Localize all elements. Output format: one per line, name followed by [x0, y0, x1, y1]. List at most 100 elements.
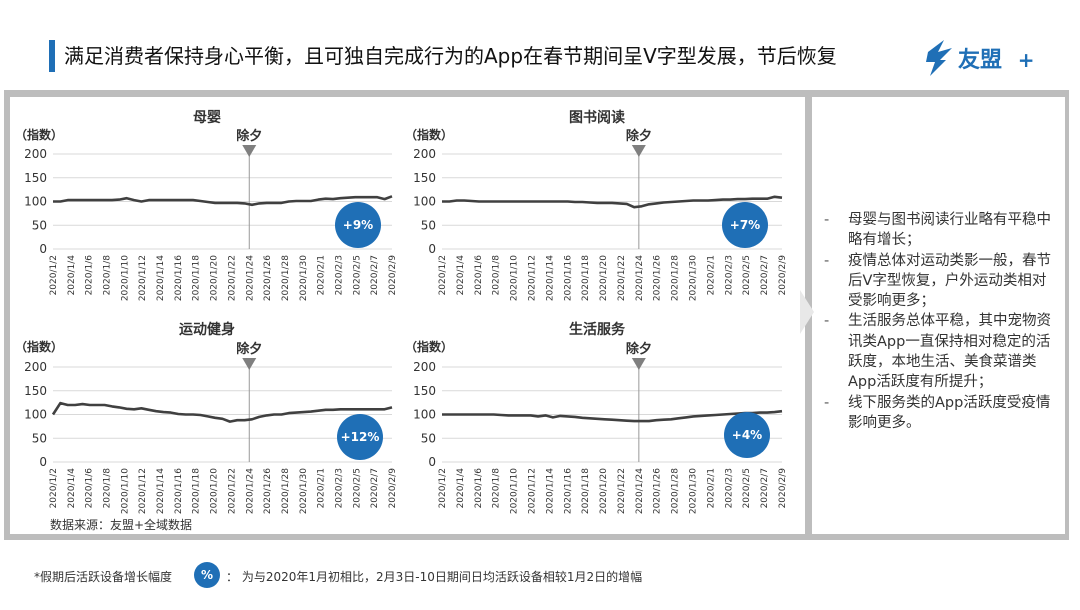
x-tick-label: 2020/1/18	[192, 468, 202, 514]
footer-note-left: *假期后活跃设备增长幅度	[34, 570, 173, 584]
x-tick-label: 2020/2/1	[317, 255, 327, 295]
y-tick-label: 0	[39, 242, 47, 256]
y-axis-label: （指数）	[405, 339, 453, 354]
note-item: - 生活服务总体平稳，其中宠物资讯类App一直保持相对稳定的活跃度，本地生活、美食…	[824, 311, 1060, 392]
series-line	[51, 401, 393, 423]
x-tick-label: 2020/1/12	[527, 255, 537, 301]
note-item: - 线下服务类的App活跃度受疫情影响更多。	[824, 393, 1060, 434]
x-tick-label: 2020/1/20	[599, 468, 609, 514]
note-item: - 母婴与图书阅读行业略有平稳中略有增长；	[824, 210, 1060, 251]
x-tick-label: 2020/1/4	[67, 255, 77, 296]
chart-title: 图书阅读	[569, 109, 625, 126]
growth-badge-label: +4%	[732, 428, 762, 442]
x-tick-label: 2020/1/28	[281, 468, 291, 514]
x-tick-label: 2020/1/12	[138, 468, 148, 514]
x-tick-label: 2020/1/24	[635, 255, 645, 301]
growth-badge	[722, 202, 768, 248]
note-text: 线下服务类的App活跃度受疫情影响更多。	[848, 394, 1051, 431]
y-axis-label: （指数）	[405, 127, 453, 142]
x-tick-label: 2020/2/3	[724, 255, 734, 295]
x-tick-label: 2020/1/6	[85, 468, 95, 509]
x-tick-label: 2020/1/8	[103, 468, 113, 509]
x-tick-label: 2020/1/10	[510, 255, 520, 301]
page-title: 满足消费者保持身心平衡，且可独自完成行为的App在春节期间呈V字型发展，节后恢复	[64, 44, 837, 68]
annotation-marker-icon	[242, 145, 257, 157]
chart-title: 运动健身	[179, 321, 235, 338]
growth-badge	[337, 414, 383, 460]
annotation-label: 除夕	[626, 128, 652, 144]
y-tick-label: 100	[413, 195, 436, 209]
x-tick-label: 2020/1/4	[456, 255, 466, 296]
x-tick-label: 2020/2/5	[742, 468, 752, 508]
growth-badge-label: +9%	[343, 218, 373, 232]
x-tick-label: 2020/1/16	[174, 468, 184, 514]
percent-badge-icon: %	[194, 562, 220, 588]
data-source: 数据来源：友盟+全域数据	[50, 518, 193, 532]
x-tick-label: 2020/1/20	[210, 255, 220, 301]
x-tick-label: 2020/2/9	[388, 468, 398, 509]
x-tick-label: 2020/1/18	[192, 255, 202, 301]
x-tick-label: 2020/1/24	[245, 468, 255, 514]
x-tick-label: 2020/1/28	[671, 468, 681, 514]
growth-badge	[724, 412, 770, 458]
x-tick-label: 2020/1/18	[581, 255, 591, 301]
x-tick-label: 2020/2/5	[352, 255, 362, 295]
x-tick-label: 2020/2/5	[352, 468, 362, 508]
note-text: 生活服务总体平稳，其中宠物资讯类App一直保持相对稳定的活跃度，本地生活、美食菜…	[848, 313, 1051, 391]
y-tick-label: 0	[428, 242, 436, 256]
x-tick-label: 2020/1/8	[103, 255, 113, 296]
x-tick-label: 2020/2/9	[778, 255, 788, 296]
note-dash: -	[824, 212, 830, 228]
x-tick-label: 2020/2/5	[742, 255, 752, 295]
x-tick-label: 2020/1/20	[599, 255, 609, 301]
x-tick-label: 2020/2/1	[706, 468, 716, 508]
x-tick-label: 2020/1/12	[527, 468, 537, 514]
x-tick-label: 2020/1/24	[635, 468, 645, 514]
note-dash: -	[824, 394, 830, 411]
y-tick-label: 100	[24, 195, 47, 209]
y-tick-label: 200	[24, 147, 47, 161]
x-tick-label: 2020/1/18	[581, 468, 591, 514]
x-tick-label: 2020/1/24	[245, 255, 255, 301]
x-tick-label: 2020/1/16	[563, 255, 573, 301]
growth-badge	[335, 202, 381, 248]
y-tick-label: 200	[413, 147, 436, 161]
x-tick-label: 2020/1/6	[85, 255, 95, 296]
x-tick-label: 2020/1/30	[689, 468, 699, 514]
x-tick-label: 2020/2/3	[334, 255, 344, 295]
note-text: 疫情总体对运动类影一般，春节后V字型恢复，户外运动类相对受影响更多；	[848, 252, 1051, 310]
x-tick-label: 2020/1/26	[653, 255, 663, 301]
y-tick-label: 200	[24, 360, 47, 374]
annotation-label: 除夕	[236, 341, 262, 357]
umeng-logo: 友盟 +	[922, 38, 1042, 78]
x-tick-label: 2020/1/30	[689, 255, 699, 301]
annotation-label: 除夕	[236, 128, 262, 144]
x-tick-label: 2020/1/28	[671, 255, 681, 301]
charts-panel	[10, 97, 805, 534]
x-tick-label: 2020/2/9	[388, 255, 398, 296]
x-tick-label: 2020/1/8	[492, 468, 502, 509]
series-line	[442, 195, 783, 209]
charts-svg: 母婴 （指数） 0 50 100 150 200 2020/1/2 2020/1/4 2020/1…	[15, 109, 788, 514]
annotation-label: 除夕	[626, 341, 652, 357]
y-axis-label: （指数）	[15, 127, 63, 142]
x-tick-label: 2020/1/28	[281, 255, 291, 301]
x-tick-label: 2020/1/6	[474, 468, 484, 509]
annotation-marker-icon	[242, 358, 257, 370]
y-tick-label: 50	[32, 431, 47, 445]
y-axis-label: （指数）	[15, 339, 63, 354]
x-tick-label: 2020/2/1	[317, 468, 327, 508]
x-tick-label: 2020/1/22	[617, 255, 627, 301]
series-line	[442, 409, 783, 423]
x-tick-label: 2020/1/16	[563, 468, 573, 514]
title-accent-bar	[49, 40, 55, 72]
chart-title: 生活服务	[569, 321, 626, 338]
x-tick-label: 2020/2/1	[706, 255, 716, 295]
x-tick-label: 2020/2/7	[370, 255, 380, 295]
y-tick-label: 50	[421, 218, 436, 232]
x-tick-label: 2020/1/10	[120, 255, 130, 301]
x-tick-label: 2020/1/30	[299, 255, 309, 301]
logo-text: 友盟	[958, 48, 1003, 73]
note-dash: -	[824, 252, 830, 269]
x-tick-label: 2020/1/26	[263, 255, 273, 301]
